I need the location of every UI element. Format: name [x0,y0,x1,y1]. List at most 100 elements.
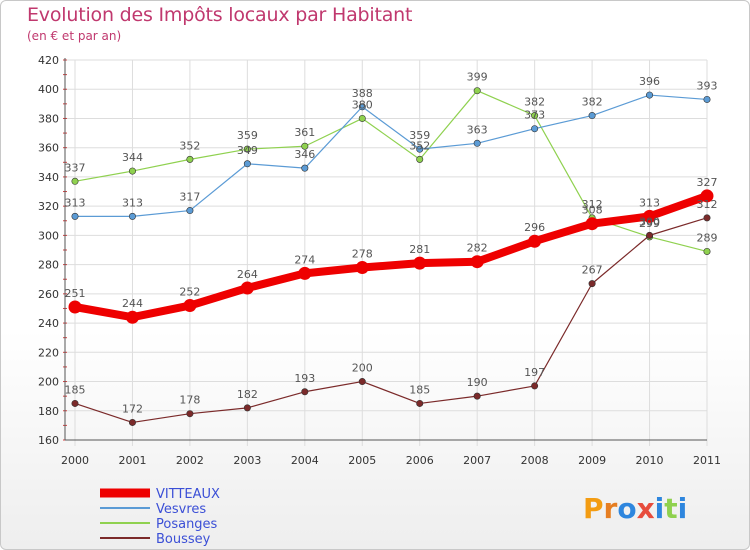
y-tick-label: 160 [38,434,59,447]
logo-letter: P [583,492,604,525]
data-point-boussey [646,231,654,239]
data-label-vesvres: 313 [122,196,143,209]
logo-letter: i [678,492,688,525]
data-label-vesvres: 396 [639,75,660,88]
data-label-posanges: 299 [639,217,660,230]
data-label-vitteaux: 251 [65,287,86,300]
data-label-boussey: 185 [65,383,86,396]
data-label-posanges: 312 [582,198,603,211]
data-label-vesvres: 359 [409,129,430,142]
data-label-posanges: 361 [294,126,315,139]
data-label-vitteaux: 264 [237,268,258,281]
logo-letter: x [637,492,655,525]
data-label-vitteaux: 278 [352,248,373,261]
data-label-boussey: 182 [237,388,258,401]
data-label-vesvres: 393 [697,79,718,92]
data-point-vitteaux [470,255,484,269]
data-label-posanges: 337 [65,161,86,174]
data-point-vesvres [703,95,711,103]
data-label-vesvres: 388 [352,87,373,100]
data-point-vitteaux [183,299,197,313]
logo-text: Proxiti [583,492,687,525]
data-label-vesvres: 346 [294,148,315,161]
data-point-vesvres [243,160,251,168]
data-point-vitteaux [643,209,657,223]
series-line-vesvres [74,94,708,217]
y-tick-label: 360 [38,142,59,155]
data-point-vitteaux [413,256,427,270]
data-point-vesvres [128,212,136,220]
data-label-vitteaux: 281 [409,243,430,256]
data-point-boussey [71,399,79,407]
data-label-boussey: 190 [467,376,488,389]
x-tick-label: 2009 [578,454,606,467]
x-tick-label: 2011 [693,454,721,467]
data-label-boussey: 300 [639,215,660,228]
data-label-vesvres: 382 [582,96,603,109]
legend-label-boussey: Boussey [156,532,211,547]
data-point-vesvres [71,212,79,220]
data-point-posanges [186,155,194,163]
data-label-vitteaux: 274 [294,253,315,266]
series-line-vitteaux [71,191,711,322]
data-point-posanges [531,112,539,120]
y-tick-label: 280 [38,259,59,272]
data-label-boussey: 197 [524,366,545,379]
data-label-vesvres: 373 [524,109,545,122]
data-point-posanges [71,177,79,185]
data-label-posanges: 352 [179,139,200,152]
data-label-vitteaux: 327 [697,176,718,189]
data-label-posanges: 399 [467,71,488,84]
legend-label-vesvres: Vesvres [156,502,206,517]
data-label-posanges: 359 [237,129,258,142]
data-label-posanges: 382 [524,96,545,109]
x-tick-label: 2006 [406,454,434,467]
series-layer [68,87,714,426]
data-point-boussey [128,418,136,426]
data-point-boussey [186,410,194,418]
data-point-boussey [473,392,481,400]
series-line-posanges [74,90,708,253]
data-point-posanges [416,155,424,163]
legend-label-posanges: Posanges [156,517,218,532]
data-point-vitteaux [240,281,254,295]
data-label-posanges: 352 [409,139,430,152]
data-point-boussey [588,280,596,288]
data-point-posanges [473,87,481,95]
data-point-boussey [243,404,251,412]
data-label-vesvres: 349 [237,144,258,157]
data-point-vitteaux [355,261,369,275]
data-point-vesvres [588,112,596,120]
y-tick-label: 220 [38,346,59,359]
data-point-posanges [358,114,366,122]
x-tick-label: 2004 [291,454,319,467]
data-point-boussey [703,214,711,222]
logo-letter: i [655,492,665,525]
data-point-vesvres [358,103,366,111]
y-tick-label: 420 [38,54,59,67]
x-tick-label: 2001 [118,454,146,467]
data-point-vitteaux [700,189,714,203]
x-tick-label: 2000 [61,454,89,467]
data-point-vesvres [531,125,539,133]
data-point-boussey [416,399,424,407]
logo-letter: o [617,492,636,525]
logo-letter: t [664,492,677,525]
data-label-vitteaux: 244 [122,297,143,310]
x-tick-label: 2005 [348,454,376,467]
axes: 160 180 200 220 240 260 280 300 320 340 360 380 400 4… [38,54,721,467]
y-tick-label: 400 [38,83,59,96]
data-point-vesvres [416,145,424,153]
x-tick-label: 2002 [176,454,204,467]
data-label-vesvres: 313 [65,196,86,209]
data-label-vitteaux: 296 [524,221,545,234]
data-label-vesvres: 317 [179,191,200,204]
y-tick-label: 180 [38,405,59,418]
data-label-vitteaux: 282 [467,242,488,255]
data-point-posanges [703,247,711,255]
data-label-posanges: 380 [352,98,373,111]
y-tick-label: 320 [38,200,59,213]
data-label-boussey: 172 [122,402,143,415]
